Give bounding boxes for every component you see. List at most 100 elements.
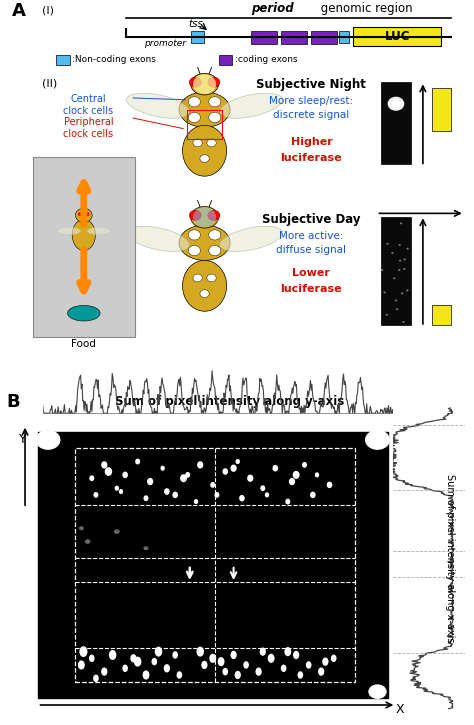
Ellipse shape: [194, 499, 198, 504]
Bar: [381, 218, 411, 325]
Bar: [187, 109, 222, 139]
Ellipse shape: [281, 665, 286, 672]
Ellipse shape: [143, 671, 149, 679]
Ellipse shape: [67, 305, 100, 321]
Ellipse shape: [230, 651, 237, 659]
Circle shape: [200, 154, 209, 162]
Ellipse shape: [298, 671, 303, 679]
Ellipse shape: [327, 481, 332, 488]
Ellipse shape: [289, 478, 295, 485]
Circle shape: [36, 430, 61, 450]
Ellipse shape: [219, 226, 283, 252]
Ellipse shape: [293, 651, 299, 659]
Ellipse shape: [93, 492, 99, 498]
Ellipse shape: [130, 654, 137, 663]
Circle shape: [209, 246, 221, 256]
Ellipse shape: [236, 459, 240, 464]
Circle shape: [114, 529, 120, 534]
Text: B: B: [6, 393, 20, 411]
Circle shape: [200, 290, 209, 297]
Ellipse shape: [176, 671, 182, 679]
Circle shape: [79, 526, 84, 530]
Ellipse shape: [161, 465, 165, 471]
Ellipse shape: [210, 482, 215, 488]
Text: genomic region: genomic region: [317, 2, 413, 15]
Circle shape: [85, 539, 91, 544]
Ellipse shape: [173, 492, 178, 498]
Ellipse shape: [247, 475, 254, 482]
Ellipse shape: [122, 471, 128, 478]
Text: Subjective Day: Subjective Day: [262, 213, 361, 226]
Text: Subjective Night: Subjective Night: [256, 78, 366, 91]
Ellipse shape: [147, 478, 153, 485]
Text: Higher: Higher: [291, 137, 332, 147]
Text: X: X: [396, 703, 405, 716]
Bar: [281, 30, 307, 44]
Ellipse shape: [331, 655, 337, 662]
Ellipse shape: [265, 492, 269, 497]
Ellipse shape: [191, 73, 219, 95]
Circle shape: [189, 210, 201, 220]
Ellipse shape: [222, 668, 228, 676]
Ellipse shape: [89, 476, 94, 481]
Ellipse shape: [268, 654, 274, 663]
Ellipse shape: [310, 492, 316, 498]
Ellipse shape: [144, 495, 148, 501]
Ellipse shape: [173, 651, 178, 659]
Ellipse shape: [109, 650, 117, 660]
Ellipse shape: [201, 660, 208, 669]
Circle shape: [207, 139, 216, 146]
Ellipse shape: [293, 471, 300, 479]
Text: (II): (II): [42, 78, 57, 88]
Bar: [33, 157, 135, 336]
Circle shape: [399, 260, 401, 262]
Ellipse shape: [197, 461, 203, 468]
Ellipse shape: [79, 646, 88, 657]
Ellipse shape: [260, 647, 266, 656]
Circle shape: [383, 291, 386, 294]
Text: (I): (I): [42, 6, 54, 16]
Bar: [353, 28, 441, 46]
Text: diffuse signal: diffuse signal: [276, 245, 346, 254]
Circle shape: [406, 248, 409, 249]
Ellipse shape: [89, 655, 95, 662]
Ellipse shape: [182, 125, 227, 176]
Circle shape: [193, 207, 216, 227]
Circle shape: [400, 223, 402, 224]
Bar: [251, 30, 276, 44]
Circle shape: [365, 430, 390, 450]
Ellipse shape: [152, 658, 157, 666]
Circle shape: [188, 112, 201, 123]
Circle shape: [385, 314, 388, 316]
Ellipse shape: [127, 226, 190, 252]
Ellipse shape: [255, 668, 262, 676]
Text: Peripheral
clock cells: Peripheral clock cells: [64, 117, 113, 139]
Ellipse shape: [285, 499, 290, 505]
Text: :coding exons: :coding exons: [235, 55, 297, 65]
Text: More sleep/rest:: More sleep/rest:: [269, 96, 354, 106]
Ellipse shape: [306, 661, 311, 668]
Bar: [381, 82, 411, 165]
Circle shape: [84, 212, 90, 216]
Ellipse shape: [115, 486, 119, 491]
Ellipse shape: [219, 93, 283, 118]
Ellipse shape: [164, 488, 170, 495]
Circle shape: [208, 210, 220, 220]
Circle shape: [78, 212, 83, 216]
Circle shape: [208, 77, 220, 87]
Ellipse shape: [191, 207, 219, 228]
Ellipse shape: [93, 674, 99, 682]
Bar: [432, 88, 451, 131]
Circle shape: [398, 269, 401, 271]
Ellipse shape: [318, 668, 324, 676]
Ellipse shape: [230, 465, 237, 472]
Ellipse shape: [179, 92, 230, 127]
Bar: [219, 55, 232, 65]
Circle shape: [399, 244, 401, 246]
Circle shape: [395, 299, 397, 302]
Ellipse shape: [127, 93, 190, 118]
Ellipse shape: [260, 485, 265, 491]
Ellipse shape: [180, 474, 187, 482]
Ellipse shape: [101, 461, 108, 468]
Ellipse shape: [122, 665, 128, 672]
